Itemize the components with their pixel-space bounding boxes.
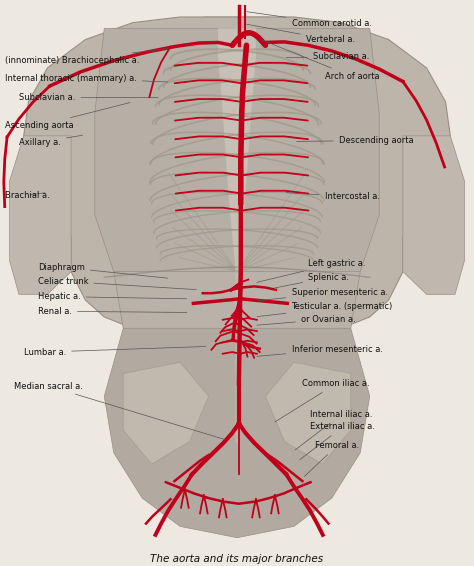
Polygon shape: [123, 362, 209, 464]
Text: External iliac a.: External iliac a.: [300, 422, 375, 460]
Polygon shape: [95, 28, 379, 323]
Text: Superior mesenteric a.: Superior mesenteric a.: [257, 288, 388, 301]
Text: Subclavian a.: Subclavian a.: [286, 52, 369, 61]
Text: Common carotid a.: Common carotid a.: [247, 12, 372, 28]
Text: Brachial a.: Brachial a.: [5, 191, 49, 200]
Text: Inferior mesenteric a.: Inferior mesenteric a.: [257, 345, 383, 357]
Polygon shape: [104, 328, 370, 538]
Text: or Ovarian a.: or Ovarian a.: [257, 315, 356, 325]
Text: Renal a.: Renal a.: [38, 307, 187, 316]
Polygon shape: [9, 136, 71, 294]
Text: Splenic a.: Splenic a.: [274, 273, 349, 288]
Text: Femoral a.: Femoral a.: [304, 441, 359, 477]
Polygon shape: [24, 17, 450, 340]
Text: Celiac trunk: Celiac trunk: [38, 277, 196, 290]
Text: Median sacral a.: Median sacral a.: [14, 381, 225, 440]
Text: Lumbar a.: Lumbar a.: [24, 346, 206, 357]
Text: Descending aorta: Descending aorta: [297, 136, 413, 145]
Text: Arch of aorta: Arch of aorta: [261, 40, 379, 81]
Text: Left gastric a.: Left gastric a.: [257, 259, 365, 282]
Text: Diaphragm: Diaphragm: [38, 263, 168, 278]
Polygon shape: [204, 17, 270, 57]
Text: Subclavian a.: Subclavian a.: [19, 93, 158, 102]
Text: (innominate) Brachiocephalic a.: (innominate) Brachiocephalic a.: [5, 49, 168, 65]
Text: The aorta and its major branches: The aorta and its major branches: [150, 554, 324, 564]
Polygon shape: [265, 362, 351, 464]
Text: Hepatic a.: Hepatic a.: [38, 292, 187, 301]
Polygon shape: [114, 272, 360, 436]
Text: Testicular a. (spermatic): Testicular a. (spermatic): [257, 302, 393, 316]
Text: Intercostal a.: Intercostal a.: [286, 192, 380, 201]
Text: Vertebral a.: Vertebral a.: [247, 24, 355, 44]
Text: Internal thoracic (mammary) a.: Internal thoracic (mammary) a.: [5, 74, 168, 83]
Text: Common iliac a.: Common iliac a.: [275, 379, 370, 422]
Text: Ascending aorta: Ascending aorta: [5, 102, 130, 130]
Text: Internal iliac a.: Internal iliac a.: [295, 410, 373, 450]
Polygon shape: [218, 28, 256, 283]
Text: Axillary a.: Axillary a.: [19, 135, 82, 147]
Polygon shape: [403, 136, 465, 294]
